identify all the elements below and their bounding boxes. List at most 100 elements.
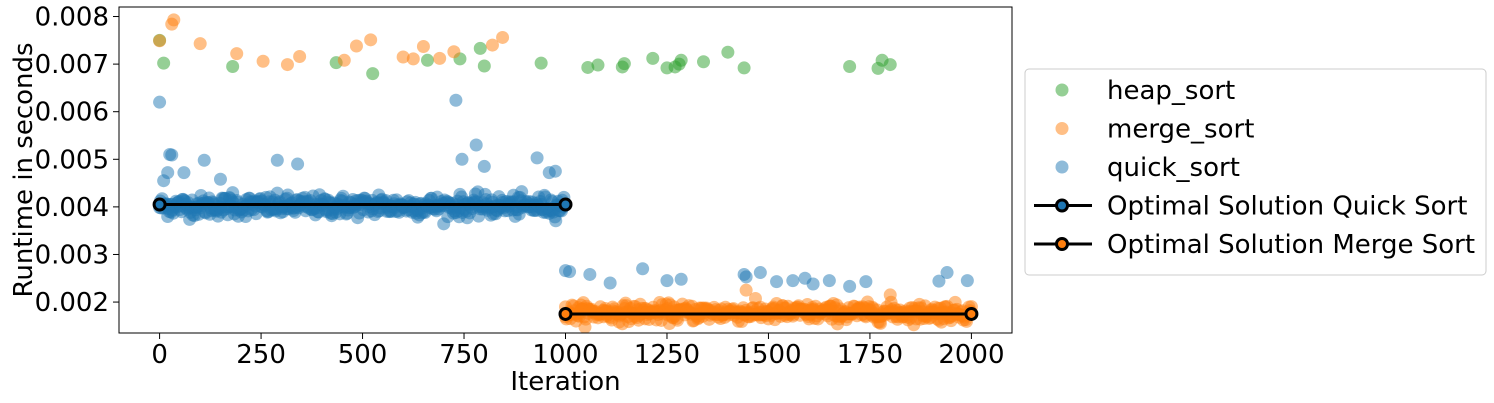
- y-tick-label: 0.002: [35, 288, 109, 318]
- data-point-quick_sort: [530, 151, 544, 165]
- data-point-merge_sort: [485, 38, 499, 52]
- data-point-merge_sort: [293, 49, 307, 63]
- y-axis-label: Runtime in seconds: [9, 42, 39, 297]
- data-point-heap_sort: [534, 56, 548, 70]
- legend-label-optimal-solution-quick-sort: Optimal Solution Quick Sort: [1107, 192, 1467, 222]
- data-point-merge_sort: [167, 13, 181, 27]
- data-point-heap_sort: [157, 56, 171, 70]
- data-point-quick_sort: [674, 272, 688, 286]
- y-tick-label: 0.004: [35, 193, 109, 223]
- optimal-solution-merge-sort-marker: [964, 306, 979, 321]
- optimal-solution-quick-sort-marker: [558, 197, 573, 212]
- legend-marker-optimal-solution-merge-sort: [1055, 237, 1069, 251]
- data-point-quick_sort: [270, 153, 284, 167]
- data-point-merge_sort: [721, 302, 735, 316]
- legend-marker-optimal-solution-quick-sort: [1055, 198, 1069, 213]
- y-axis-ticks: 0.002 0.003 0.004 0.005 0.006 0.007 0.008: [35, 3, 119, 318]
- x-tick-label: 500: [338, 340, 388, 370]
- data-point-merge_sort: [280, 58, 294, 72]
- data-point-merge_sort: [447, 45, 461, 59]
- data-point-merge_sort: [433, 51, 447, 65]
- data-point-quick_sort: [197, 153, 211, 167]
- data-point-heap_sort: [843, 59, 857, 73]
- data-point-quick_sort: [636, 262, 650, 276]
- data-point-merge_sort: [396, 50, 410, 64]
- data-point-merge_sort: [230, 47, 244, 61]
- data-point-quick_sort: [753, 266, 767, 280]
- data-point-merge_sort: [496, 30, 510, 44]
- data-point-quick_sort: [583, 267, 597, 281]
- data-point-heap_sort: [646, 51, 660, 65]
- data-point-quick_sort: [786, 274, 800, 288]
- plot-marks: [152, 13, 979, 333]
- x-axis-label: Iteration: [510, 367, 620, 397]
- data-point-heap_sort: [697, 55, 711, 69]
- data-point-merge_sort: [349, 39, 363, 53]
- data-point-quick_sort: [291, 157, 305, 171]
- data-point-merge_sort: [337, 53, 351, 67]
- data-point-quick_sort: [165, 148, 179, 162]
- data-point-quick_sort: [770, 275, 784, 289]
- data-point-heap_sort: [721, 45, 735, 59]
- data-point-quick_sort: [960, 274, 974, 288]
- y-tick-label: 0.007: [35, 50, 109, 80]
- data-point-heap_sort: [617, 57, 631, 71]
- data-point-merge_sort: [364, 33, 378, 47]
- data-point-heap_sort: [366, 67, 380, 81]
- data-point-merge_sort: [193, 37, 207, 51]
- data-point-heap_sort: [420, 53, 434, 67]
- data-point-quick_sort: [822, 274, 836, 288]
- data-point-heap_sort: [226, 59, 240, 73]
- legend-label-heap_sort: heap_sort: [1107, 76, 1235, 106]
- data-point-quick_sort: [161, 166, 175, 180]
- data-point-heap_sort: [581, 60, 595, 74]
- x-tick-label: 1750: [837, 340, 903, 370]
- data-point-merge_sort: [739, 283, 753, 297]
- data-point-merge_sort: [153, 34, 167, 48]
- legend: heap_sort merge_sort quick_sort Optimal Sol…: [1024, 68, 1487, 276]
- data-point-quick_sort: [455, 152, 469, 166]
- legend-box: [1024, 68, 1487, 276]
- data-point-quick_sort: [549, 214, 563, 228]
- data-point-quick_sort: [660, 274, 674, 288]
- data-point-heap_sort: [477, 59, 491, 73]
- data-point-quick_sort: [177, 166, 191, 180]
- data-point-merge_sort: [256, 54, 270, 68]
- data-point-quick_sort: [940, 266, 954, 280]
- x-tick-label: 1000: [532, 340, 598, 370]
- data-point-merge_sort: [406, 52, 420, 66]
- y-tick-label: 0.008: [35, 3, 109, 33]
- plot-area: [152, 13, 979, 333]
- data-point-merge_sort: [883, 288, 897, 302]
- data-point-quick_sort: [843, 279, 857, 293]
- data-point-quick_sort: [469, 138, 483, 152]
- data-point-merge_sort: [416, 40, 430, 54]
- data-point-quick_sort: [932, 274, 946, 288]
- y-tick-label: 0.003: [35, 240, 109, 270]
- data-point-heap_sort: [674, 53, 688, 67]
- data-point-heap_sort: [883, 58, 897, 72]
- x-tick-label: 1500: [735, 340, 801, 370]
- x-axis-ticks: 0 250 500 750 1000 1250 1500 1750 2000: [151, 333, 1004, 370]
- data-point-heap_sort: [473, 41, 487, 55]
- data-point-merge_sort: [599, 305, 613, 319]
- data-point-quick_sort: [515, 185, 529, 199]
- data-point-quick_sort: [548, 164, 562, 178]
- data-point-quick_sort: [153, 95, 167, 109]
- legend-marker-merge_sort: [1055, 122, 1069, 135]
- data-point-heap_sort: [737, 61, 751, 75]
- optimal-solution-merge-sort-marker: [558, 306, 573, 321]
- data-point-merge_sort: [575, 302, 589, 316]
- data-point-quick_sort: [213, 172, 227, 186]
- y-tick-label: 0.006: [35, 98, 109, 128]
- data-point-quick_sort: [226, 186, 240, 200]
- x-tick-label: 1250: [634, 340, 700, 370]
- data-point-heap_sort: [591, 58, 605, 72]
- legend-label-quick_sort: quick_sort: [1107, 153, 1240, 183]
- data-point-quick_sort: [563, 265, 577, 279]
- x-tick-label: 2000: [938, 340, 1004, 370]
- data-point-quick_sort: [603, 276, 617, 290]
- optimal-solution-quick-sort-marker: [152, 197, 167, 212]
- data-point-quick_sort: [477, 159, 491, 173]
